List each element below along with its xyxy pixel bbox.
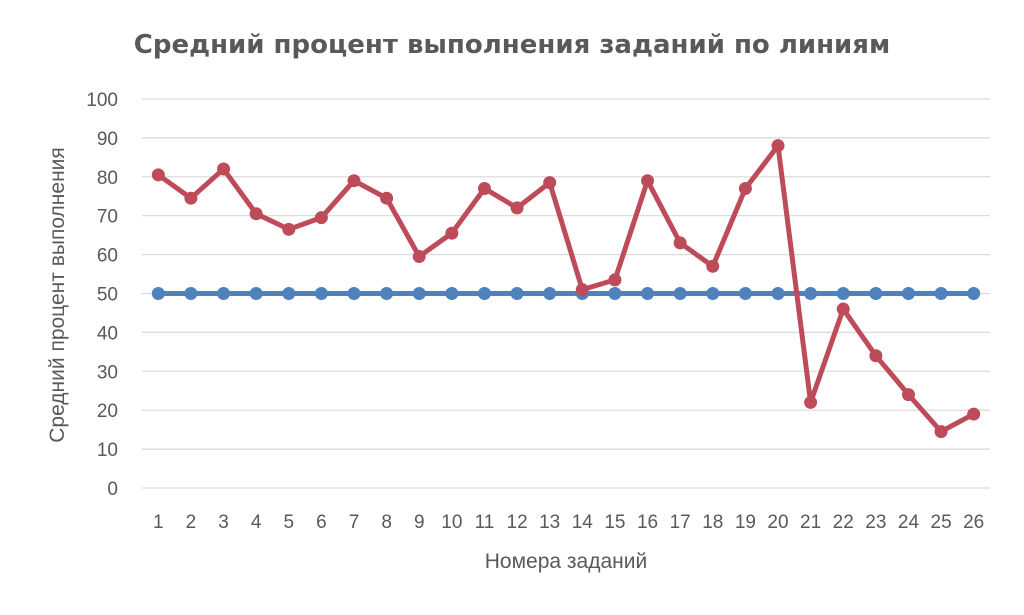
data-point xyxy=(412,250,426,264)
x-tick-label: 24 xyxy=(898,512,920,533)
x-tick-label: 16 xyxy=(637,512,658,533)
series xyxy=(151,139,981,439)
data-point xyxy=(771,287,785,300)
data-point xyxy=(314,287,328,300)
data-point xyxy=(217,162,231,176)
data-point xyxy=(217,287,231,300)
x-tick-label: 2 xyxy=(186,512,197,533)
data-point xyxy=(836,302,850,316)
data-point xyxy=(804,395,818,409)
data-point xyxy=(445,287,459,300)
x-tick-label: 21 xyxy=(800,512,821,533)
data-point xyxy=(869,349,883,363)
data-point xyxy=(608,287,622,300)
data-point xyxy=(738,287,752,300)
y-axis-ticks: 0 10 20 30 40 50 60 70 80 90 100 xyxy=(86,90,118,500)
x-tick-label: 15 xyxy=(604,512,625,533)
x-tick-label: 12 xyxy=(507,512,528,533)
data-point xyxy=(641,174,655,188)
x-tick-label: 6 xyxy=(316,512,327,533)
x-tick-label: 25 xyxy=(931,512,952,533)
data-point xyxy=(967,407,981,421)
data-point xyxy=(249,287,263,300)
series-2 xyxy=(151,287,981,300)
data-point xyxy=(151,168,165,182)
data-point xyxy=(380,191,394,205)
y-tick-label: 30 xyxy=(97,362,118,383)
x-tick-label: 20 xyxy=(767,512,788,533)
data-point xyxy=(412,287,426,300)
y-tick-label: 90 xyxy=(97,129,118,150)
data-point xyxy=(641,287,655,300)
data-point xyxy=(477,181,491,195)
x-tick-label: 9 xyxy=(414,512,425,533)
x-tick-label: 19 xyxy=(735,512,756,533)
x-tick-label: 18 xyxy=(702,512,723,533)
data-point xyxy=(347,174,361,188)
series-1 xyxy=(151,139,981,439)
data-point xyxy=(282,222,296,236)
data-point xyxy=(184,287,198,300)
x-tick-label: 1 xyxy=(153,512,164,533)
data-point xyxy=(282,287,296,300)
y-tick-label: 40 xyxy=(97,323,118,344)
x-axis-label: Номера заданий xyxy=(485,550,647,573)
data-point xyxy=(314,211,328,225)
x-tick-label: 14 xyxy=(572,512,594,533)
x-tick-label: 5 xyxy=(283,512,294,533)
y-tick-label: 80 xyxy=(97,168,118,189)
data-point xyxy=(510,287,524,300)
data-point xyxy=(967,287,981,300)
y-tick-label: 50 xyxy=(97,285,118,306)
data-point xyxy=(543,287,557,300)
data-point xyxy=(706,287,720,300)
chart-title: Средний процент выполнения заданий по ли… xyxy=(134,30,890,60)
data-point xyxy=(934,425,948,439)
y-tick-label: 60 xyxy=(97,246,118,267)
x-tick-label: 10 xyxy=(441,512,462,533)
data-point xyxy=(184,191,198,205)
y-tick-label: 20 xyxy=(97,401,118,422)
data-point xyxy=(477,287,491,300)
data-point xyxy=(901,287,915,300)
x-tick-label: 26 xyxy=(963,512,984,533)
data-point xyxy=(706,259,720,273)
data-point xyxy=(901,388,915,402)
x-tick-label: 7 xyxy=(349,512,360,533)
data-point xyxy=(347,287,361,300)
data-point xyxy=(510,201,524,215)
data-point xyxy=(249,207,263,221)
x-tick-label: 22 xyxy=(833,512,854,533)
data-point xyxy=(771,139,785,153)
x-tick-label: 13 xyxy=(539,512,560,533)
y-tick-label: 10 xyxy=(97,440,118,461)
data-point xyxy=(608,273,622,287)
y-tick-label: 0 xyxy=(107,479,118,500)
data-point xyxy=(869,287,883,300)
data-point xyxy=(836,287,850,300)
x-tick-label: 3 xyxy=(218,512,229,533)
data-point xyxy=(543,176,557,190)
series-line xyxy=(155,143,977,435)
data-point xyxy=(934,287,948,300)
x-tick-label: 23 xyxy=(865,512,886,533)
x-tick-label: 17 xyxy=(670,512,691,533)
data-point xyxy=(804,287,818,300)
x-tick-label: 4 xyxy=(251,512,262,533)
data-point xyxy=(738,181,752,195)
y-tick-label: 70 xyxy=(97,207,118,228)
x-tick-label: 8 xyxy=(381,512,392,533)
y-axis-label: Средний процент выполнения xyxy=(46,147,69,443)
data-point xyxy=(380,287,394,300)
data-point xyxy=(673,287,687,300)
data-point xyxy=(151,287,165,300)
data-point xyxy=(445,226,459,240)
x-axis-ticks: 1 2 3 4 5 6 7 8 9 10 11 12 13 14 15 16 17 18 19 20 21 22 23 24 2… xyxy=(153,512,984,533)
data-point xyxy=(673,236,687,250)
x-tick-label: 11 xyxy=(475,512,495,533)
data-point xyxy=(575,283,589,297)
y-tick-label: 100 xyxy=(86,90,118,111)
